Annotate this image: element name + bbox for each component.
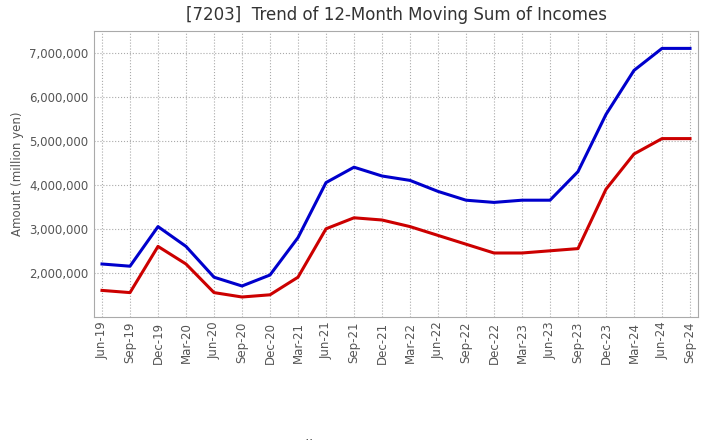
Net Income	[657, 136, 666, 141]
Line: Net Income: Net Income	[102, 139, 690, 297]
Net Income	[630, 151, 639, 157]
Net Income	[238, 294, 246, 300]
Net Income	[322, 226, 330, 231]
Net Income	[181, 261, 190, 267]
Net Income	[153, 244, 162, 249]
Title: [7203]  Trend of 12-Month Moving Sum of Incomes: [7203] Trend of 12-Month Moving Sum of I…	[186, 6, 606, 24]
Ordinary Income	[546, 198, 554, 203]
Net Income	[378, 217, 387, 223]
Ordinary Income	[462, 198, 470, 203]
Net Income	[405, 224, 414, 229]
Ordinary Income	[574, 169, 582, 174]
Ordinary Income	[238, 283, 246, 289]
Ordinary Income	[685, 46, 694, 51]
Net Income	[602, 187, 611, 192]
Net Income	[433, 233, 442, 238]
Ordinary Income	[210, 275, 218, 280]
Net Income	[126, 290, 135, 295]
Net Income	[98, 288, 107, 293]
Net Income	[266, 292, 274, 297]
Y-axis label: Amount (million yen): Amount (million yen)	[11, 112, 24, 236]
Net Income	[574, 246, 582, 251]
Ordinary Income	[405, 178, 414, 183]
Legend: Ordinary Income, Net Income: Ordinary Income, Net Income	[233, 433, 559, 440]
Ordinary Income	[294, 235, 302, 240]
Net Income	[462, 242, 470, 247]
Ordinary Income	[490, 200, 498, 205]
Ordinary Income	[350, 165, 359, 170]
Net Income	[490, 250, 498, 256]
Ordinary Income	[153, 224, 162, 229]
Net Income	[685, 136, 694, 141]
Net Income	[294, 275, 302, 280]
Ordinary Income	[126, 264, 135, 269]
Net Income	[210, 290, 218, 295]
Ordinary Income	[378, 173, 387, 179]
Net Income	[350, 215, 359, 220]
Ordinary Income	[518, 198, 526, 203]
Ordinary Income	[657, 46, 666, 51]
Net Income	[546, 248, 554, 253]
Ordinary Income	[602, 112, 611, 117]
Ordinary Income	[181, 244, 190, 249]
Ordinary Income	[266, 272, 274, 278]
Ordinary Income	[433, 189, 442, 194]
Line: Ordinary Income: Ordinary Income	[102, 48, 690, 286]
Net Income	[518, 250, 526, 256]
Ordinary Income	[322, 180, 330, 185]
Ordinary Income	[98, 261, 107, 267]
Ordinary Income	[630, 68, 639, 73]
